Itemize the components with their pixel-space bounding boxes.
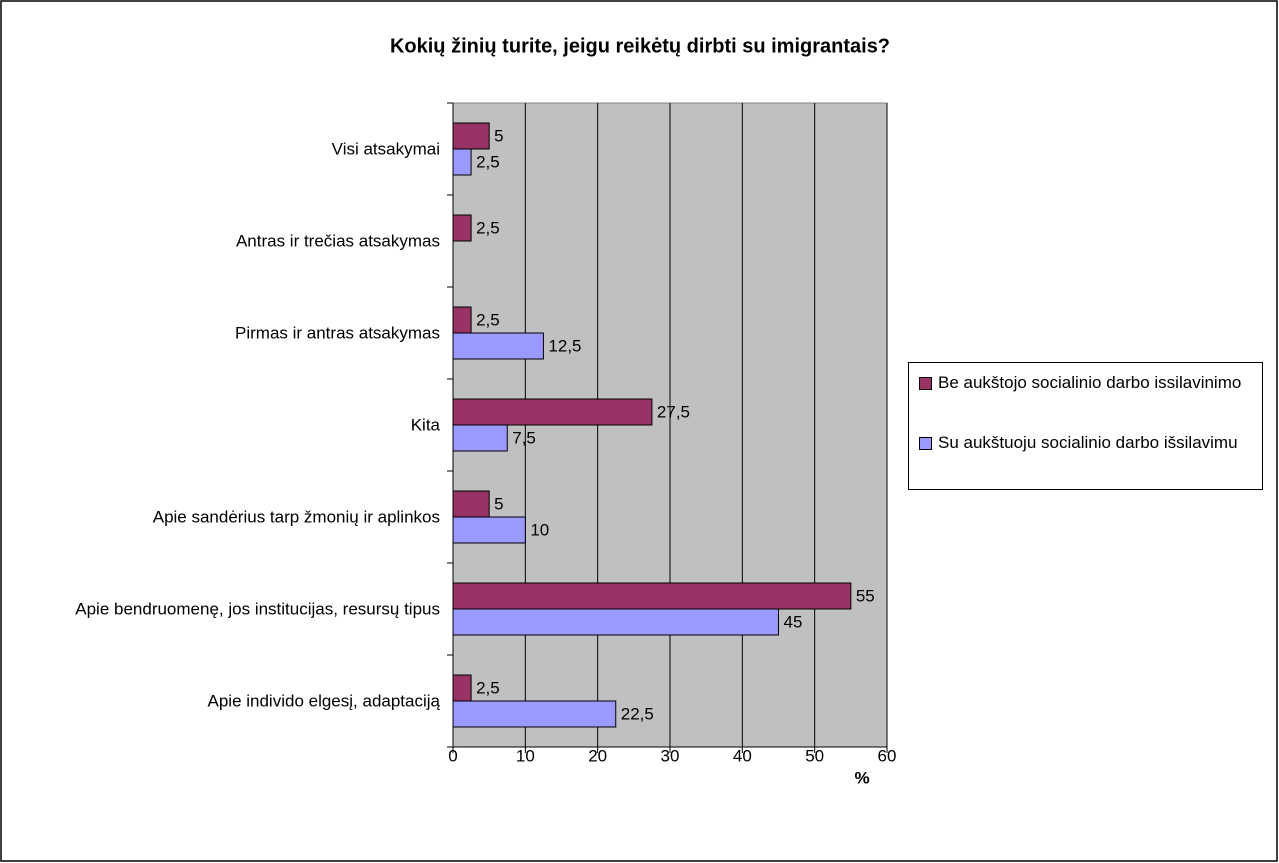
bar [452,306,472,334]
category-text: Apie individo elgesį, adaptaciją [207,691,441,711]
bar [452,214,472,242]
x-tick-label: 20 [588,746,607,765]
value-label: 7,5 [512,428,536,447]
value-label: 27,5 [657,402,690,421]
bar [452,122,490,150]
category-text: Apie sandėrius tarp žmonių ir aplinkos [152,507,440,527]
category-label: Apie sandėrius tarp žmonių ir aplinkos [0,506,440,529]
bar [452,490,490,518]
x-axis-label: % [854,768,869,787]
legend-item: Su aukštuoju socialinio darbo išsilavimu [919,431,1259,454]
x-tick-label: 0 [448,746,457,765]
category-text: Pirmas ir antras atsakymas [235,323,440,343]
legend-label: Be aukštojo socialinio darbo issilavinim… [938,373,1242,392]
chart-title: Kokių žinių turite, jeigu reikėtų dirbti… [390,35,890,57]
category-label: Apie bendruomenę, jos institucijas, resu… [0,598,440,621]
bar [452,674,472,702]
legend-item: Be aukštojo socialinio darbo issilavinim… [919,371,1259,394]
x-tick-label: 10 [516,746,535,765]
bar [452,582,852,610]
bar [452,516,526,544]
x-tick-label: 30 [661,746,680,765]
bar [452,608,779,636]
category-text: Antras ir trečias atsakymas [235,231,440,251]
category-label: Pirmas ir antras atsakymas [0,322,440,345]
x-tick-label: 50 [805,746,824,765]
category-text: Visi atsakymai [331,139,440,159]
x-tick-label: 40 [733,746,752,765]
value-label: 2,5 [476,310,500,329]
value-label: 45 [784,612,803,631]
value-label: 12,5 [548,336,581,355]
value-label: 2,5 [476,152,500,171]
legend-swatch [919,377,932,390]
bar [452,148,472,176]
value-label: 5 [494,494,503,513]
category-text: Apie bendruomenę, jos institucijas, resu… [75,599,440,619]
value-label: 2,5 [476,678,500,697]
x-tick-label: 60 [878,746,897,765]
bar [452,332,544,360]
bar [452,700,617,728]
category-label: Visi atsakymai [0,138,440,161]
category-label: Apie individo elgesį, adaptaciją [0,690,441,713]
category-label: Antras ir trečias atsakymas [0,230,440,253]
value-label: 55 [856,586,875,605]
category-text: Kita [410,415,440,435]
value-label: 5 [494,126,503,145]
value-label: 22,5 [621,704,654,723]
value-label: 10 [530,520,549,539]
bar [452,398,653,426]
bar [452,424,508,452]
legend-label: Su aukštuoju socialinio darbo išsilavimu [938,433,1238,452]
value-label: 2,5 [476,218,500,237]
legend-swatch [919,437,932,450]
category-label: Kita [0,414,440,437]
legend: Be aukštojo socialinio darbo issilavinim… [908,362,1263,490]
